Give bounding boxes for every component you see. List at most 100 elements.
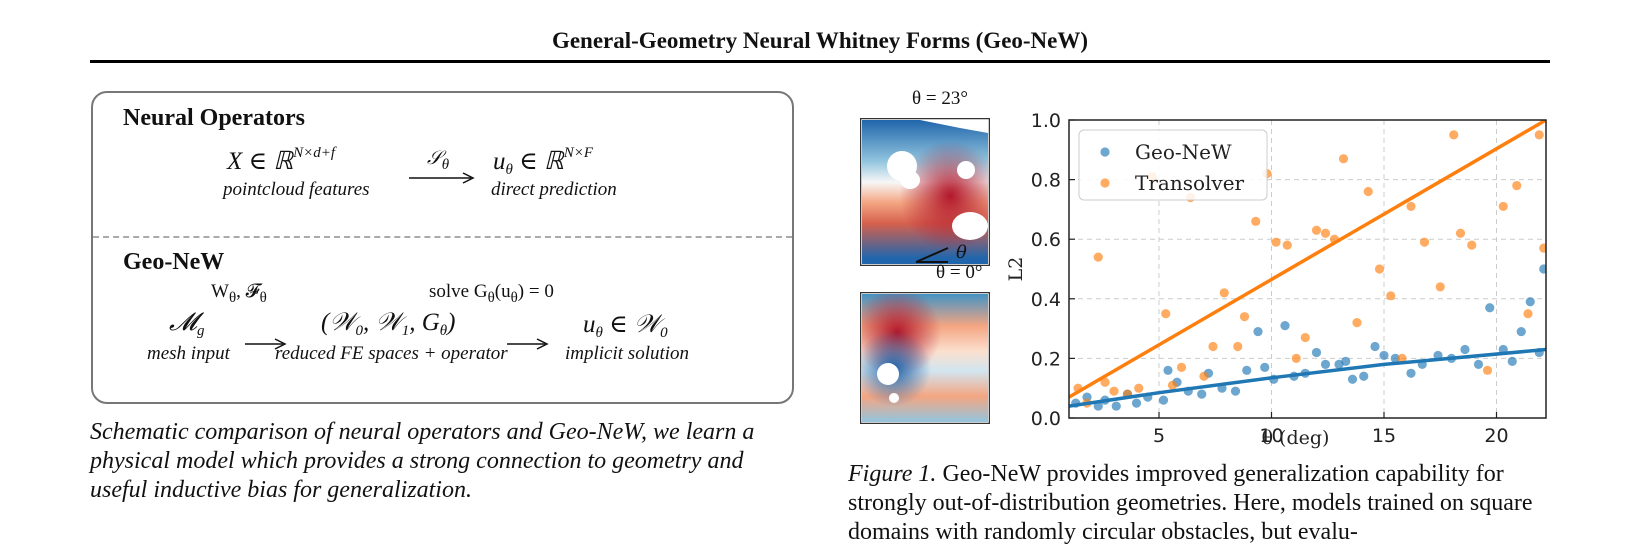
plot-frame bbox=[1068, 119, 1547, 419]
data-point-transolver bbox=[1167, 380, 1178, 390]
neural-operators-output-math: uθ ∈ ℝN×F bbox=[493, 145, 593, 178]
data-point-transolver bbox=[1338, 154, 1349, 164]
x-axis-label: θ (deg) bbox=[1262, 427, 1330, 449]
neural-operators-title: Neural Operators bbox=[123, 105, 305, 131]
legend-marker bbox=[1100, 147, 1110, 157]
y-tick-label: 1.0 bbox=[1031, 110, 1061, 132]
data-point-transolver bbox=[1352, 318, 1362, 328]
x-tick-label: 15 bbox=[1372, 425, 1396, 447]
data-point-transolver bbox=[1176, 362, 1187, 372]
mesh-input-label: mesh input bbox=[147, 343, 230, 364]
flow-field-thumbnail-top: θ bbox=[860, 118, 990, 266]
data-point-geo-new bbox=[1525, 297, 1535, 307]
data-point-transolver bbox=[1134, 383, 1144, 393]
data-point-geo-new bbox=[1260, 362, 1270, 372]
data-point-transolver bbox=[1363, 186, 1373, 197]
data-point-transolver bbox=[1374, 264, 1385, 274]
data-point-transolver bbox=[1251, 216, 1261, 226]
legend-marker bbox=[1100, 178, 1110, 188]
legend-label: Geo-NeW bbox=[1135, 140, 1232, 164]
data-point-geo-new bbox=[1163, 365, 1173, 375]
y-tick-label: 0.4 bbox=[1031, 289, 1061, 311]
data-point-transolver bbox=[1435, 282, 1445, 292]
data-point-geo-new bbox=[1359, 371, 1369, 381]
data-point-geo-new bbox=[1158, 395, 1169, 405]
y-tick-label: 0.8 bbox=[1031, 170, 1061, 192]
figure-caption-label: Figure 1. bbox=[848, 461, 937, 487]
data-point-geo-new bbox=[1507, 356, 1517, 366]
data-point-transolver bbox=[1539, 243, 1546, 253]
y-axis-label: L2 bbox=[1005, 257, 1027, 282]
data-point-geo-new bbox=[1131, 398, 1142, 408]
data-point-transolver bbox=[1239, 312, 1250, 322]
data-point-geo-new bbox=[1516, 326, 1526, 337]
implicit-solution-label: implicit solution bbox=[565, 343, 690, 364]
data-point-transolver bbox=[1233, 341, 1243, 352]
data-point-transolver bbox=[1219, 288, 1229, 298]
data-point-transolver bbox=[1282, 240, 1292, 250]
figure-caption-text: Geo-NeW provides improved generalization… bbox=[848, 461, 1533, 545]
data-point-geo-new bbox=[1197, 389, 1207, 399]
data-point-transolver bbox=[1419, 237, 1430, 247]
data-point-geo-new bbox=[1406, 368, 1416, 378]
data-point-transolver bbox=[1271, 237, 1281, 247]
data-point-transolver bbox=[1199, 371, 1209, 381]
thumbnail-bottom-label: θ = 0° bbox=[936, 262, 983, 283]
figure-caption: Figure 1. Geo-NeW provides improved gene… bbox=[848, 460, 1558, 547]
data-point-transolver bbox=[1311, 225, 1322, 235]
x-tick-label: 10 bbox=[1259, 425, 1283, 447]
direct-prediction-label: direct prediction bbox=[491, 179, 617, 200]
data-point-transolver bbox=[1406, 201, 1416, 212]
data-point-geo-new bbox=[1390, 353, 1400, 363]
data-point-transolver bbox=[1523, 309, 1533, 319]
data-point-geo-new bbox=[1370, 341, 1380, 352]
section-divider bbox=[93, 236, 792, 238]
data-point-geo-new bbox=[1460, 344, 1470, 355]
data-point-transolver bbox=[1534, 130, 1544, 140]
geo-new-solve-equation: solve Gθ(uθ) = 0 bbox=[429, 281, 554, 306]
data-point-geo-new bbox=[1539, 264, 1546, 274]
trend-line-transolver bbox=[1069, 120, 1546, 399]
trend-line-geo-new bbox=[1069, 347, 1546, 408]
data-point-transolver bbox=[1109, 386, 1119, 396]
fe-spaces-label: reduced FE spaces + operator bbox=[275, 343, 508, 364]
schematic-caption: Schematic comparison of neural operators… bbox=[90, 419, 755, 503]
data-point-transolver bbox=[1320, 228, 1331, 238]
y-tick-label: 0.6 bbox=[1031, 229, 1061, 251]
data-point-geo-new bbox=[1111, 401, 1121, 411]
data-point-transolver bbox=[1093, 252, 1103, 262]
data-point-transolver bbox=[1161, 309, 1171, 319]
data-point-transolver bbox=[1100, 377, 1110, 387]
y-tick-label: 0.0 bbox=[1031, 408, 1061, 430]
data-point-geo-new bbox=[1347, 374, 1358, 384]
flow-field-thumbnail-bottom bbox=[860, 292, 990, 424]
geo-new-params: Wθ, 𝓕θ bbox=[211, 281, 267, 306]
data-point-transolver bbox=[1467, 240, 1477, 250]
x-tick-label: 20 bbox=[1484, 425, 1508, 447]
legend-label: Transolver bbox=[1135, 171, 1245, 195]
geo-new-arrow-2 bbox=[507, 338, 549, 350]
data-point-transolver bbox=[1291, 353, 1301, 363]
data-point-transolver bbox=[1397, 353, 1407, 363]
header-rule bbox=[90, 60, 1550, 63]
geo-new-title: Geo-NeW bbox=[123, 249, 225, 275]
mesh-input-math: 𝓜g bbox=[169, 309, 205, 339]
data-point-geo-new bbox=[1230, 386, 1241, 396]
data-point-transolver bbox=[1449, 130, 1459, 140]
paper-header-title: General-Geometry Neural Whitney Forms (G… bbox=[551, 28, 1089, 53]
data-point-geo-new bbox=[1320, 359, 1331, 369]
data-point-geo-new bbox=[1473, 359, 1484, 369]
geo-new-arrow-1 bbox=[245, 338, 287, 350]
data-point-transolver bbox=[1512, 180, 1522, 191]
implicit-solution-math: uθ ∈ 𝒲0 bbox=[583, 311, 668, 341]
operator-symbol: 𝒮θ bbox=[427, 148, 450, 173]
data-point-geo-new bbox=[1485, 303, 1495, 313]
data-point-geo-new bbox=[1242, 365, 1252, 375]
neural-operators-input-math: X ∈ ℝN×d+f bbox=[227, 145, 335, 175]
data-point-geo-new bbox=[1379, 350, 1389, 361]
data-point-transolver bbox=[1300, 332, 1310, 343]
neural-operator-arrow bbox=[409, 172, 475, 184]
data-point-transolver bbox=[1386, 291, 1396, 301]
data-point-geo-new bbox=[1253, 326, 1263, 337]
